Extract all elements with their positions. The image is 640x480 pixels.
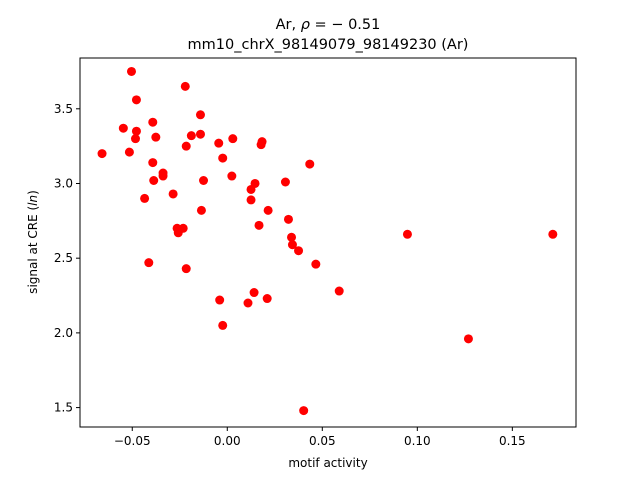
data-point xyxy=(151,132,161,142)
data-point xyxy=(287,232,297,242)
data-point xyxy=(168,189,178,199)
data-point xyxy=(254,220,264,230)
data-point xyxy=(299,406,309,416)
data-point xyxy=(149,176,159,185)
chart-title-line2: mm10_chrX_98149079_98149230 (Ar) xyxy=(188,37,469,53)
data-point xyxy=(243,298,253,308)
data-point xyxy=(548,229,558,239)
data-point xyxy=(195,110,205,120)
x-tick-label: 0.15 xyxy=(499,434,526,448)
data-point xyxy=(181,264,191,274)
data-point xyxy=(148,158,158,168)
data-point xyxy=(195,129,205,139)
x-tick-label: 0.00 xyxy=(214,434,241,448)
data-point xyxy=(263,205,273,215)
data-point xyxy=(218,320,228,330)
y-tick-label: 2.5 xyxy=(54,251,73,265)
data-point xyxy=(246,195,256,205)
data-point xyxy=(199,176,209,185)
data-point xyxy=(463,334,473,344)
y-tick-label: 1.5 xyxy=(54,401,73,415)
y-tick-label: 2.0 xyxy=(54,326,73,340)
data-point xyxy=(158,171,168,181)
y-tick-label: 3.5 xyxy=(54,102,73,116)
data-point xyxy=(257,137,267,147)
plot-frame xyxy=(79,57,577,428)
y-tick-label: 3.0 xyxy=(54,176,73,190)
data-points xyxy=(97,66,558,416)
data-point xyxy=(97,149,107,159)
data-point xyxy=(250,178,260,188)
data-point xyxy=(144,258,154,268)
data-point xyxy=(227,171,237,181)
data-point xyxy=(127,66,136,76)
data-point xyxy=(294,246,304,256)
data-point xyxy=(311,259,321,269)
data-point xyxy=(214,138,224,148)
data-point xyxy=(287,240,297,250)
data-point xyxy=(334,286,344,296)
x-axis: −0.05 0.00 0.05 0.10 0.15 xyxy=(114,427,526,448)
data-point xyxy=(181,141,191,151)
data-point xyxy=(131,95,141,105)
data-point xyxy=(215,295,225,305)
data-point xyxy=(131,126,141,136)
data-point xyxy=(402,229,412,239)
y-axis: 1.5 2.0 2.5 3.0 3.5 xyxy=(54,102,80,415)
data-point xyxy=(249,288,259,298)
data-point xyxy=(228,134,238,144)
data-point xyxy=(283,214,293,224)
x-tick-label: 0.10 xyxy=(404,434,431,448)
data-point xyxy=(262,294,272,304)
data-point xyxy=(130,134,140,144)
y-axis-label: signal at CRE (ln) xyxy=(26,190,40,294)
x-tick-label: 0.05 xyxy=(309,434,336,448)
data-point xyxy=(178,223,188,233)
data-point xyxy=(180,81,190,91)
data-point xyxy=(218,153,228,163)
x-axis-label: motif activity xyxy=(288,456,367,470)
data-point xyxy=(305,159,315,169)
data-point xyxy=(118,123,128,133)
chart-title-line1: Ar, ρ = − 0.51 xyxy=(276,17,381,33)
x-tick-label: −0.05 xyxy=(114,434,151,448)
data-point xyxy=(280,177,290,187)
data-point xyxy=(196,205,206,215)
data-point xyxy=(124,147,134,157)
data-point xyxy=(140,193,150,203)
data-point xyxy=(148,117,158,127)
data-point xyxy=(186,131,196,141)
